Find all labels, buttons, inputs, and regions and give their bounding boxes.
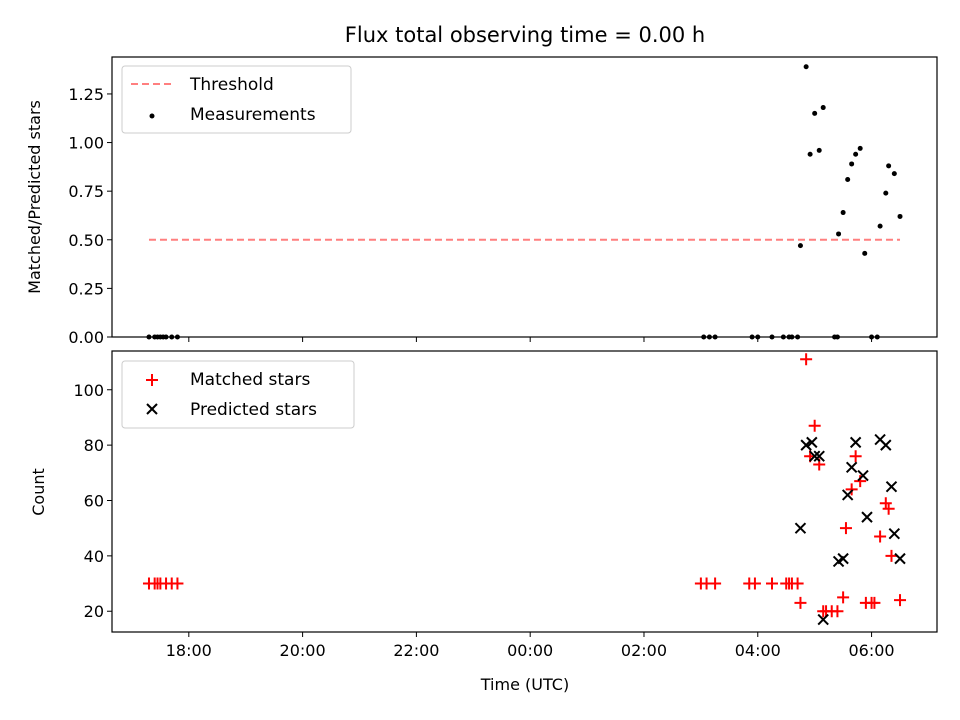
predicted-star-point — [837, 552, 849, 565]
predicted-star-point — [849, 436, 862, 449]
legend-measurements-label: Measurements — [190, 105, 316, 125]
measurement-point — [797, 243, 803, 249]
top-plot-frame — [111, 56, 938, 338]
matched-star-point — [868, 596, 881, 609]
measurement-point — [883, 190, 889, 196]
bottom-y-tick-label: 60 — [84, 491, 104, 510]
x-tick-label: 04:00 — [735, 641, 781, 660]
measurement-point — [853, 151, 859, 157]
x-tick-label: 06:00 — [849, 641, 895, 660]
top-panel: 0.00 0.25 0.50 0.75 1.00 1.25 Matched/Predict… — [25, 56, 938, 347]
predicted-star-point — [888, 528, 901, 540]
matched-star-point — [791, 577, 804, 590]
x-tick-label: 20:00 — [280, 641, 326, 660]
top-y-tick-label: 1.25 — [68, 85, 104, 104]
measurement-point — [820, 105, 826, 111]
bottom-y-tick-label: 100 — [73, 381, 104, 400]
predicted-star-point — [857, 469, 869, 482]
matched-star-point — [845, 483, 858, 496]
bottom-points-layer — [142, 353, 907, 626]
bottom-y-axis-label: Count — [29, 468, 48, 516]
top-y-tick-label: 0.75 — [68, 182, 104, 201]
bottom-legend-box — [121, 360, 355, 429]
matched-star-point — [839, 522, 852, 535]
x-tick-label: 02:00 — [621, 641, 667, 660]
bottom-y-tick-label: 80 — [84, 436, 104, 455]
matched-star-point — [808, 419, 821, 432]
legend-predicted-label: Predicted stars — [190, 400, 317, 420]
bottom-y-tick-label: 40 — [84, 547, 104, 566]
top-y-tick-label: 0.25 — [68, 279, 104, 298]
predicted-star-point — [806, 436, 818, 449]
chart-title: Flux total observing time = 0.00 h — [345, 23, 705, 47]
bottom-panel: 20 40 60 80 100 18:00 20:00 22:00 00:00 02:00 04:… — [29, 350, 938, 694]
matched-star-point — [748, 577, 761, 590]
measurement-point — [807, 151, 813, 157]
predicted-star-point — [800, 439, 812, 451]
x-axis-label: Time (UTC) — [480, 675, 569, 694]
predicted-star-point — [880, 439, 892, 451]
predicted-star-point — [841, 489, 854, 501]
legend-matched-label: Matched stars — [190, 370, 310, 390]
predicted-star-point — [808, 450, 821, 462]
predicted-star-point — [845, 461, 858, 473]
legend-measurements-swatch — [149, 113, 155, 119]
matched-star-point — [794, 596, 807, 609]
top-y-tick-label: 0.00 — [68, 328, 104, 347]
bottom-legend: Matched stars Predicted stars — [121, 360, 355, 429]
matched-star-point — [171, 577, 184, 590]
matched-star-point — [800, 353, 813, 366]
measurement-point — [845, 177, 851, 182]
matched-star-point — [849, 450, 862, 463]
top-x-ticks — [188, 337, 873, 342]
matched-star-point — [882, 502, 895, 515]
predicted-star-point — [894, 552, 906, 565]
x-tick-label: 18:00 — [166, 641, 212, 660]
legend-predicted-swatch — [146, 403, 158, 415]
bottom-y-ticks: 20 40 60 80 100 — [73, 381, 112, 621]
measurement-point — [857, 145, 863, 151]
matched-star-point — [766, 577, 778, 590]
matched-star-point — [879, 497, 892, 510]
measurement-point — [816, 147, 822, 153]
matched-star-point — [837, 591, 850, 604]
predicted-star-point — [861, 511, 873, 523]
matched-star-point — [894, 594, 907, 607]
x-tick-label: 00:00 — [507, 641, 553, 660]
matched-star-point — [709, 577, 722, 590]
measurement-point — [891, 171, 897, 177]
measurement-point — [812, 110, 818, 116]
top-legend-box — [121, 65, 352, 134]
legend-matched-swatch — [146, 374, 158, 386]
matched-star-point — [874, 530, 887, 543]
top-y-tick-label: 1.00 — [68, 134, 104, 153]
measurement-point — [803, 64, 809, 70]
top-legend: Threshold Measurements — [121, 65, 352, 134]
predicted-star-point — [885, 480, 898, 493]
measurement-point — [862, 250, 868, 256]
bottom-y-tick-label: 20 — [84, 602, 104, 621]
predicted-star-point — [794, 522, 807, 534]
predicted-star-point — [817, 613, 829, 626]
measurement-point — [840, 210, 846, 216]
legend-threshold-label: Threshold — [189, 75, 274, 95]
measurement-point — [877, 223, 883, 229]
bottom-plot-frame — [111, 350, 938, 633]
top-y-axis-label: Matched/Predicted stars — [25, 100, 44, 294]
measurement-point — [849, 161, 855, 167]
predicted-star-point — [813, 450, 825, 462]
measurement-point — [897, 213, 903, 219]
top-y-tick-label: 0.50 — [68, 231, 104, 250]
bottom-x-ticks: 18:00 20:00 22:00 00:00 02:00 04:00 06:00 — [166, 632, 895, 660]
matched-star-point — [885, 549, 898, 562]
matched-star-point — [831, 605, 844, 618]
top-y-ticks: 0.00 0.25 0.50 0.75 1.00 1.25 — [68, 85, 112, 347]
x-tick-label: 22:00 — [393, 641, 439, 660]
measurement-point — [886, 163, 892, 169]
measurement-point — [836, 231, 842, 237]
